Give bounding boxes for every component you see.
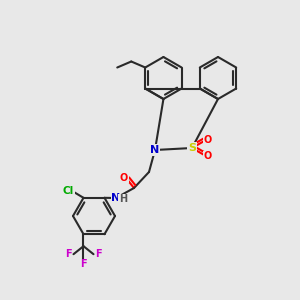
Text: O: O (204, 151, 212, 161)
Text: F: F (95, 249, 102, 259)
Text: N: N (150, 145, 160, 155)
Text: F: F (65, 249, 72, 259)
Text: S: S (188, 143, 196, 153)
Text: O: O (204, 135, 212, 145)
Text: F: F (80, 259, 87, 269)
Text: Cl: Cl (63, 186, 74, 196)
Text: N: N (111, 193, 121, 203)
Text: O: O (120, 173, 128, 183)
Text: H: H (119, 194, 127, 204)
